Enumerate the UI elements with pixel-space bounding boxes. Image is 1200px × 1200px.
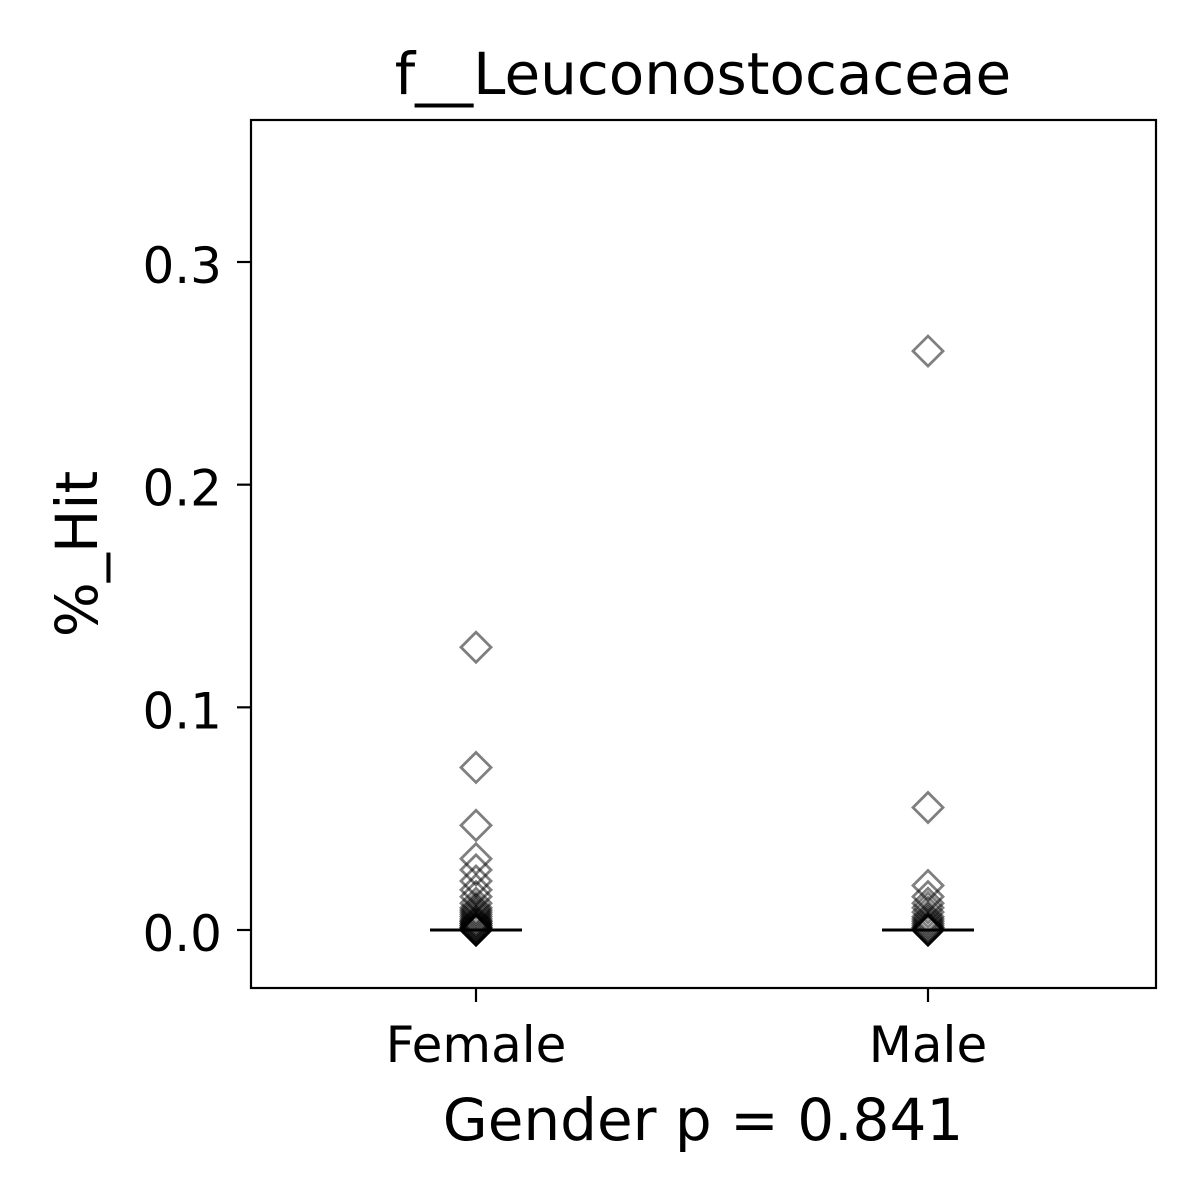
plot-frame (249, 118, 1158, 990)
x-tick-label: Male (869, 1016, 987, 1074)
data-point (911, 904, 945, 939)
data-point (911, 886, 945, 921)
y-axis-label: %_Hit (43, 471, 111, 638)
x-axis-label: Gender p = 0.841 (443, 1086, 964, 1154)
data-point (459, 750, 493, 785)
data-point (911, 906, 945, 941)
data-point (459, 808, 493, 843)
data-point (459, 890, 493, 925)
y-tick-label: 0.3 (142, 237, 222, 295)
data-point (911, 790, 945, 825)
data-point (459, 913, 493, 947)
x-axis: Female Male (386, 988, 987, 1074)
chart-title: f__Leuconostocaceae (395, 40, 1011, 108)
data-point (459, 908, 493, 943)
data-point (459, 910, 493, 945)
data-point (459, 895, 493, 930)
y-tick-label: 0.2 (142, 460, 222, 518)
data-point (459, 630, 493, 665)
data-point (459, 886, 493, 921)
data-point (459, 904, 493, 939)
data-point (911, 334, 945, 369)
y-tick-label: 0.0 (142, 905, 222, 963)
data-point (911, 910, 945, 945)
y-axis: 0.0 0.1 0.2 0.3 (142, 237, 251, 963)
data-point (459, 852, 493, 887)
x-tick-label: Female (386, 1016, 567, 1074)
data-point (459, 906, 493, 941)
data-point (459, 899, 493, 934)
data-point (911, 913, 945, 947)
y-tick-label: 0.1 (142, 682, 222, 740)
data-point (911, 901, 945, 936)
data-point (911, 908, 945, 943)
data-point (459, 892, 493, 927)
data-point (911, 899, 945, 934)
data-point (911, 890, 945, 925)
data-point (459, 901, 493, 936)
data-point (911, 895, 945, 930)
